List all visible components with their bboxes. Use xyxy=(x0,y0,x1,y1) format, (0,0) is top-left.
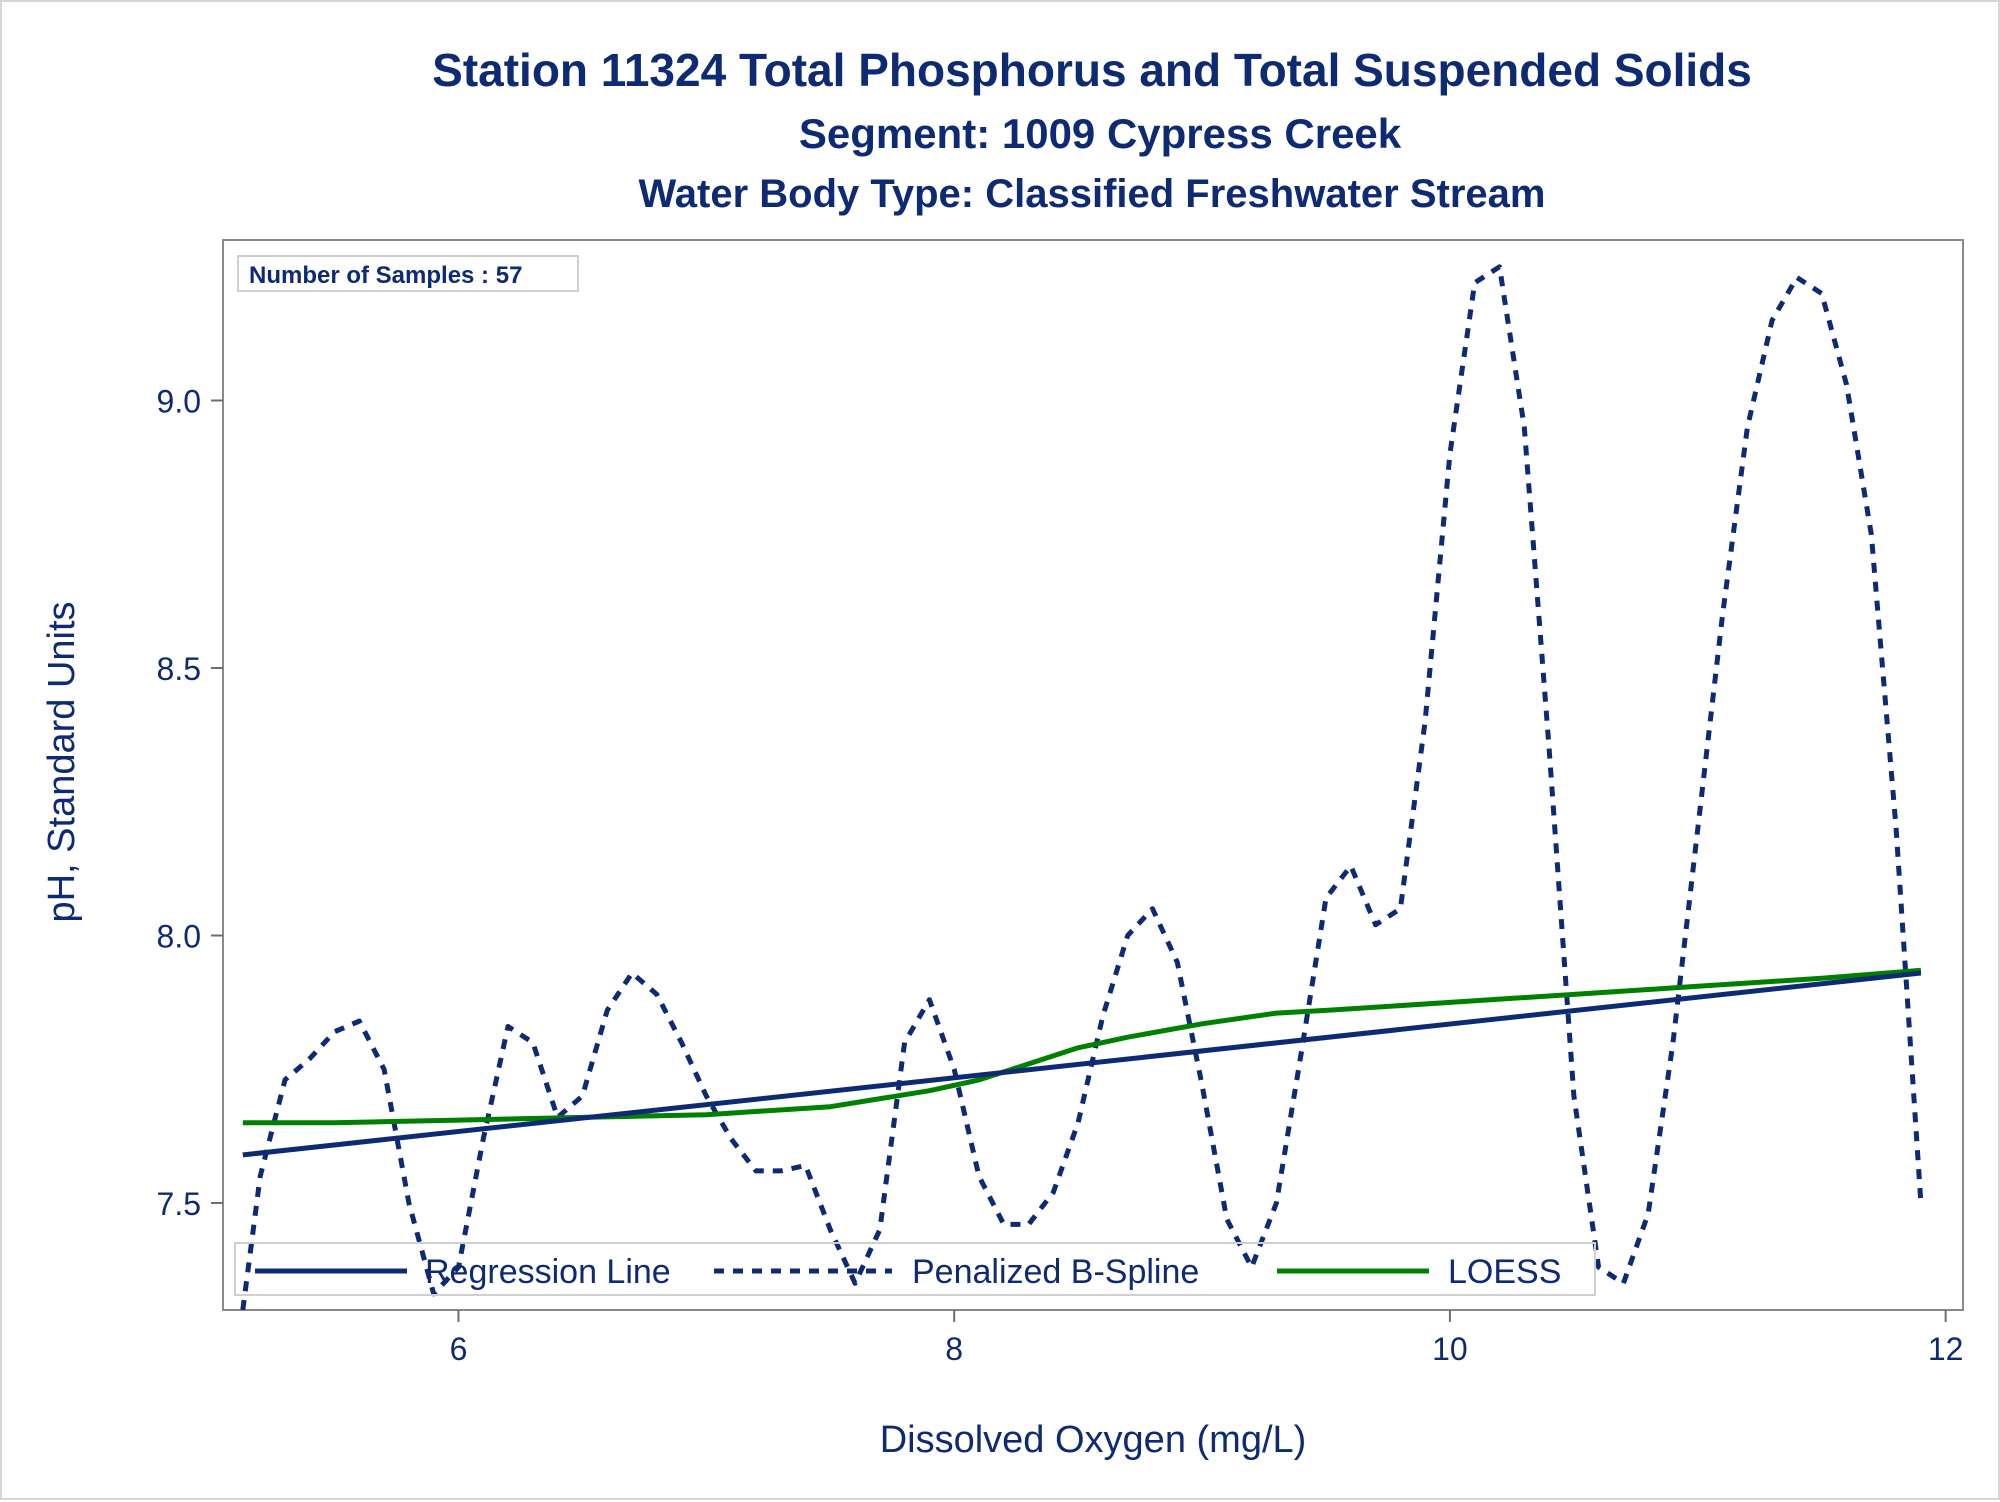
x-tick-label: 12 xyxy=(1928,1331,1964,1367)
chart-subtitle: Segment: 1009 Cypress Creek xyxy=(799,110,1402,157)
y-tick-label: 7.5 xyxy=(157,1186,201,1222)
legend-label: LOESS xyxy=(1448,1253,1561,1291)
y-axis-label: pH, Standard Units xyxy=(41,601,83,922)
y-tick-label: 8.5 xyxy=(157,651,201,687)
legend-label: Penalized B-Spline xyxy=(912,1253,1199,1291)
y-axis: 7.5 8.0 8.5 9.0 xyxy=(157,384,223,1222)
inset-label: Number of Samples : 57 xyxy=(249,262,522,289)
inset-box-border xyxy=(237,255,579,292)
x-tick-label: 8 xyxy=(945,1331,963,1367)
x-tick-label: 10 xyxy=(1432,1331,1468,1367)
chart-subtitle-2: Water Body Type: Classified Freshwater S… xyxy=(639,172,1546,216)
chart-title: Station 11324 Total Phosphorus and Total… xyxy=(432,44,1752,96)
y-tick-label: 9.0 xyxy=(157,384,201,420)
y-tick-label: 8.0 xyxy=(157,919,201,955)
x-axis-label: Dissolved Oxygen (mg/L) xyxy=(880,1419,1307,1461)
series-layer xyxy=(240,264,1924,1310)
x-axis: 6 8 10 12 xyxy=(450,1310,1964,1367)
legend-label: Regression Line xyxy=(425,1253,671,1291)
series-line-penalized-b-spline xyxy=(240,264,1924,1310)
plot-area-border xyxy=(222,239,1964,1311)
x-tick-label: 6 xyxy=(450,1331,468,1367)
inset-box: Number of Samples : 57 xyxy=(237,255,579,292)
series-line-regression-line xyxy=(242,970,1922,1158)
legend-border xyxy=(234,1242,1596,1296)
legend: Regression Line Penalized B-Spline LOESS xyxy=(234,1242,1596,1296)
